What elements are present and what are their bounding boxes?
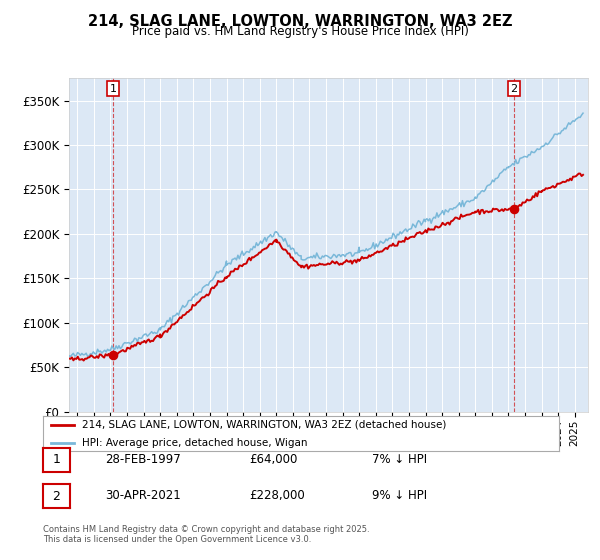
Text: HPI: Average price, detached house, Wigan: HPI: Average price, detached house, Wiga… <box>82 438 307 448</box>
Text: Price paid vs. HM Land Registry's House Price Index (HPI): Price paid vs. HM Land Registry's House … <box>131 25 469 38</box>
Text: 1: 1 <box>52 453 61 466</box>
Text: 30-APR-2021: 30-APR-2021 <box>105 489 181 502</box>
Text: £228,000: £228,000 <box>249 489 305 502</box>
Point <box>509 204 518 213</box>
Text: 214, SLAG LANE, LOWTON, WARRINGTON, WA3 2EZ (detached house): 214, SLAG LANE, LOWTON, WARRINGTON, WA3 … <box>82 420 446 430</box>
Text: 1: 1 <box>109 83 116 94</box>
Text: 7% ↓ HPI: 7% ↓ HPI <box>372 452 427 466</box>
Point <box>108 350 118 359</box>
Text: £64,000: £64,000 <box>249 452 298 466</box>
Text: 28-FEB-1997: 28-FEB-1997 <box>105 452 181 466</box>
Text: 2: 2 <box>52 489 61 503</box>
Text: 2: 2 <box>511 83 517 94</box>
Text: Contains HM Land Registry data © Crown copyright and database right 2025.
This d: Contains HM Land Registry data © Crown c… <box>43 525 370 544</box>
Text: 9% ↓ HPI: 9% ↓ HPI <box>372 489 427 502</box>
Text: 214, SLAG LANE, LOWTON, WARRINGTON, WA3 2EZ: 214, SLAG LANE, LOWTON, WARRINGTON, WA3 … <box>88 14 512 29</box>
